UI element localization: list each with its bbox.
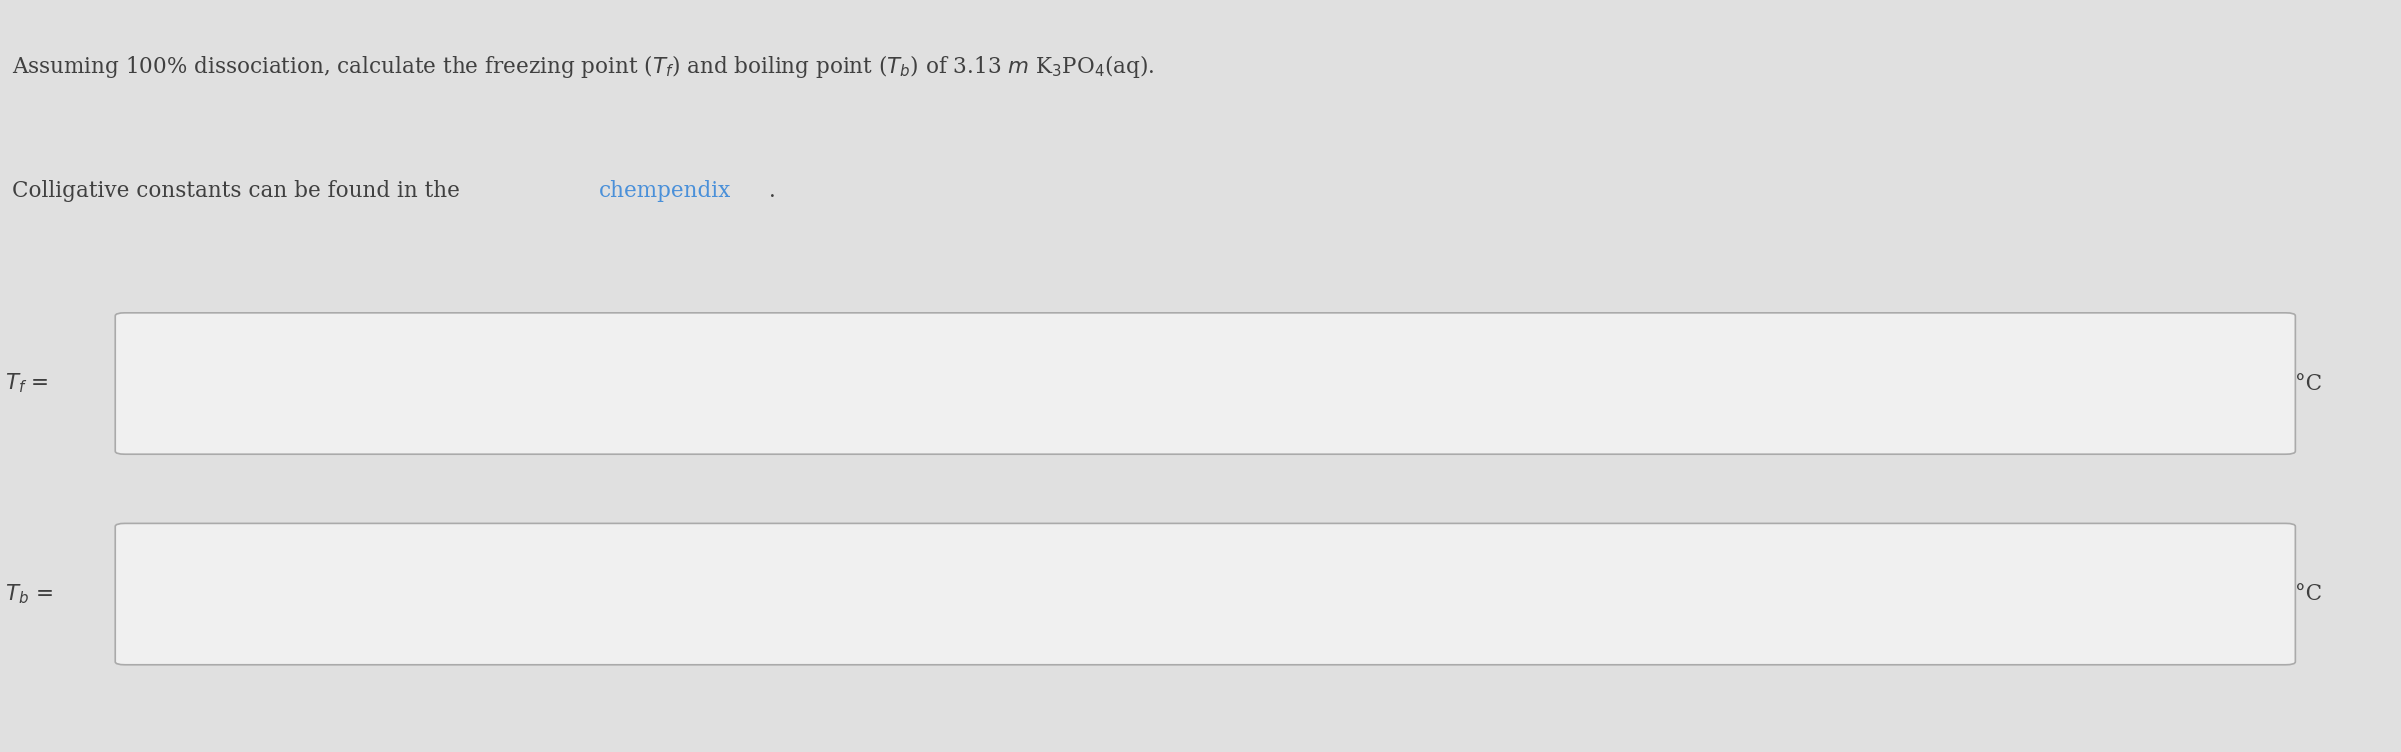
FancyBboxPatch shape: [115, 313, 2295, 454]
Text: $T_b$ =: $T_b$ =: [5, 582, 53, 606]
Text: Assuming 100% dissociation, calculate the freezing point ($T_{f}$) and boiling p: Assuming 100% dissociation, calculate th…: [12, 53, 1155, 80]
Text: .: .: [768, 180, 776, 202]
Text: chempendix: chempendix: [598, 180, 730, 202]
Text: $T_f$ =: $T_f$ =: [5, 371, 48, 396]
FancyBboxPatch shape: [115, 523, 2295, 665]
Text: Colligative constants can be found in the: Colligative constants can be found in th…: [12, 180, 466, 202]
Text: °C: °C: [2295, 372, 2322, 395]
Text: °C: °C: [2295, 583, 2322, 605]
